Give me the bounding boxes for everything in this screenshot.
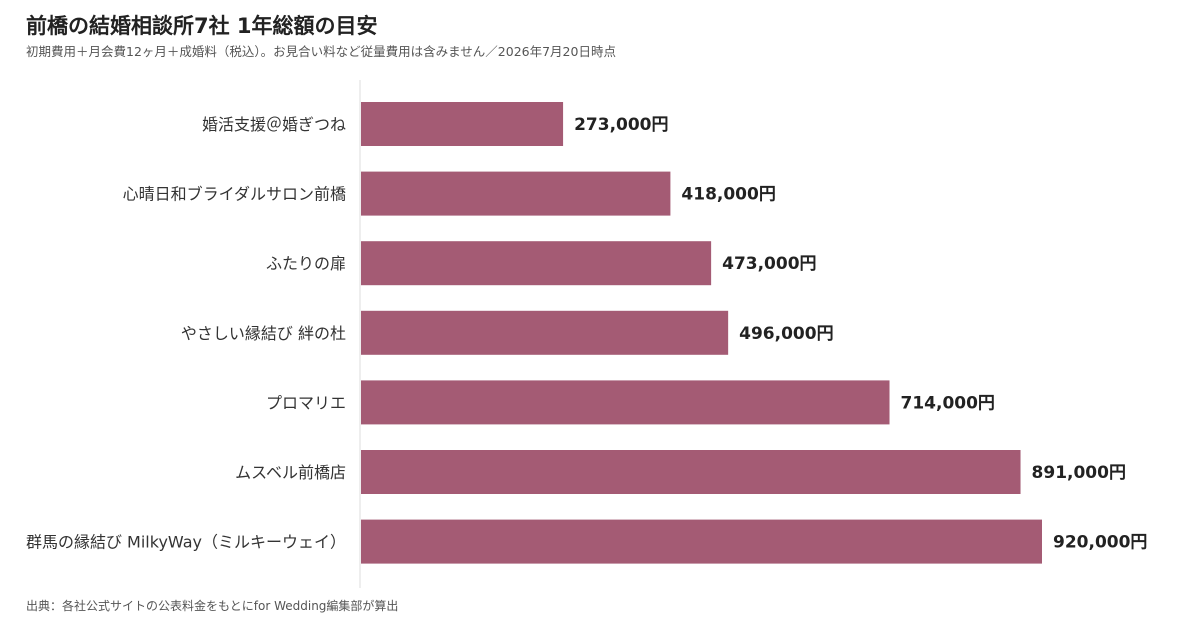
bar — [361, 450, 1021, 494]
category-label: 婚活支援＠婚ぎつね — [202, 115, 346, 134]
category-label: プロマリエ — [266, 393, 346, 412]
chart-title: 前橋の結婚相談所7社 1年総額の目安 — [26, 14, 378, 38]
bar — [361, 310, 729, 355]
bar — [361, 102, 564, 146]
value-label: 473,000円 — [722, 254, 816, 274]
bar — [361, 171, 671, 216]
value-label: 920,000円 — [1053, 533, 1147, 553]
category-label: ふたりの扉 — [266, 254, 346, 273]
bar — [361, 519, 1042, 564]
bar — [361, 241, 712, 286]
bar — [361, 380, 890, 425]
value-label: 714,000円 — [901, 393, 995, 413]
source-note: 出典：各社公式サイトの公表料金をもとにfor Wedding編集部が算出 — [26, 599, 399, 613]
category-label: 群馬の縁結び MilkyWay（ミルキーウェイ） — [26, 533, 346, 552]
value-label: 418,000円 — [681, 185, 775, 205]
chart-subtitle: 初期費用＋月会費12ヶ月＋成婚料（税込）。お見合い料など従量費用は含みません／2… — [26, 44, 616, 59]
value-label: 273,000円 — [574, 115, 668, 135]
category-label: やさしい縁結び 絆の杜 — [181, 324, 346, 343]
category-label: 心晴日和ブライダルサロン前橋 — [123, 185, 346, 204]
value-label: 496,000円 — [739, 324, 833, 344]
value-label: 891,000円 — [1032, 463, 1126, 483]
category-label: ムスベル前橋店 — [235, 463, 346, 482]
